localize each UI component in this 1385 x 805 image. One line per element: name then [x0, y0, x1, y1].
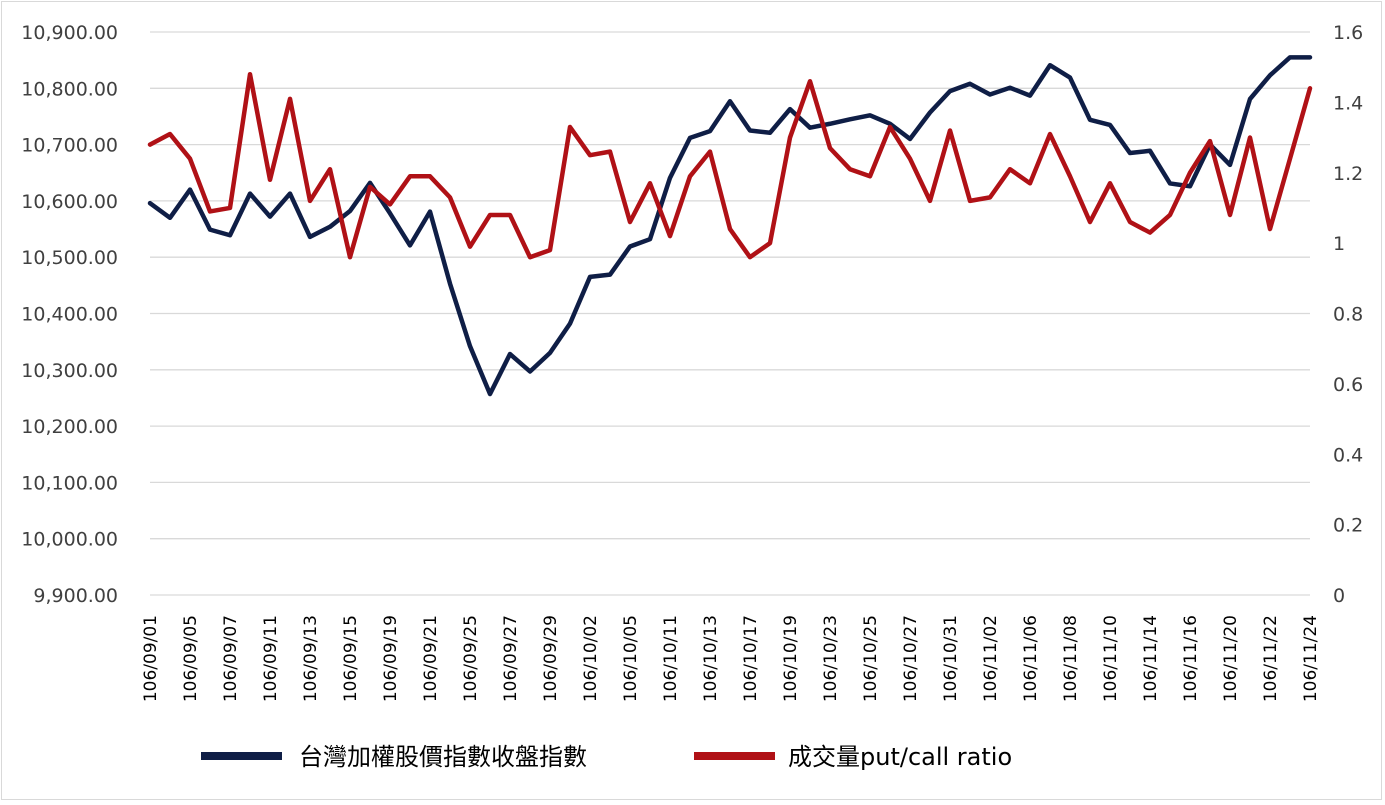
x-axis: 106/09/01 106/09/05 106/09/07 106/09/11 106/…: [141, 615, 1321, 702]
right-tick-label: 1: [1333, 233, 1345, 255]
legend: 台灣加權股價指數收盤指數 成交量put/call ratio: [201, 743, 1012, 771]
x-tick-label: 106/10/13: [701, 615, 721, 702]
x-tick-label: 106/09/15: [341, 615, 361, 702]
x-tick-label: 106/09/25: [461, 615, 481, 702]
x-tick-label: 106/09/29: [541, 615, 561, 702]
x-tick-label: 106/11/22: [1261, 615, 1281, 702]
left-tick-label: 10,200.00: [21, 416, 118, 438]
x-tick-label: 106/11/20: [1221, 615, 1241, 702]
legend-item-put-call-ratio: 成交量put/call ratio: [694, 743, 1012, 771]
series-line-put-call-ratio: [147, 71, 1313, 260]
x-tick-label: 106/09/01: [141, 615, 161, 702]
left-tick-label: 10,100.00: [21, 472, 118, 494]
right-tick-label: 0: [1333, 585, 1345, 607]
x-tick-label: 106/11/06: [1021, 615, 1041, 702]
x-tick-label: 106/09/05: [181, 615, 201, 702]
legend-label-index: 台灣加權股價指數收盤指數: [299, 743, 587, 771]
x-tick-label: 106/10/27: [901, 615, 921, 702]
legend-label-put-call-ratio: 成交量put/call ratio: [788, 743, 1012, 771]
x-tick-label: 106/10/31: [941, 615, 961, 702]
left-tick-label: 10,600.00: [21, 191, 118, 213]
right-tick-label: 1.4: [1333, 92, 1363, 114]
left-y-axis: 9,900.00 10,000.00 10,100.00 10,200.00 10,30…: [21, 22, 118, 607]
left-tick-label: 10,000.00: [21, 529, 118, 551]
right-tick-label: 0.4: [1333, 444, 1363, 466]
x-tick-label: 106/09/07: [221, 615, 241, 702]
x-tick-label: 106/10/02: [581, 615, 601, 702]
x-tick-label: 106/09/11: [261, 615, 281, 702]
right-tick-label: 0.6: [1333, 374, 1363, 396]
x-tick-label: 106/10/19: [781, 615, 801, 702]
left-tick-label: 10,700.00: [21, 135, 118, 157]
x-tick-label: 106/09/13: [301, 615, 321, 702]
x-tick-label: 106/09/19: [381, 615, 401, 702]
series-lines: [147, 55, 1313, 397]
series-line-index: [147, 55, 1313, 397]
left-tick-label: 9,900.00: [33, 585, 118, 607]
left-tick-label: 10,800.00: [21, 78, 118, 100]
right-tick-label: 1.2: [1333, 163, 1363, 185]
left-tick-label: 10,400.00: [21, 304, 118, 326]
x-tick-label: 106/11/16: [1181, 615, 1201, 702]
x-tick-label: 106/11/08: [1061, 615, 1081, 702]
x-tick-label: 106/11/14: [1141, 615, 1161, 702]
x-tick-label: 106/10/05: [621, 615, 641, 702]
left-tick-label: 10,900.00: [21, 22, 118, 44]
right-y-axis: 0 0.2 0.4 0.6 0.8 1 1.2 1.4 1.6: [1333, 22, 1363, 607]
x-tick-label: 106/11/24: [1301, 615, 1321, 702]
left-tick-label: 10,300.00: [21, 360, 118, 382]
x-tick-label: 106/09/21: [421, 615, 441, 702]
x-tick-label: 106/09/27: [501, 615, 521, 702]
legend-item-index: 台灣加權股價指數收盤指數: [201, 743, 587, 771]
x-tick-label: 106/11/02: [981, 615, 1001, 702]
x-tick-label: 106/10/23: [821, 615, 841, 702]
right-tick-label: 0.2: [1333, 515, 1363, 537]
x-tick-label: 106/10/25: [861, 615, 881, 702]
gridlines: [150, 31, 1310, 596]
x-tick-label: 106/10/17: [741, 615, 761, 702]
x-tick-label: 106/11/10: [1101, 615, 1121, 702]
x-tick-label: 106/10/11: [661, 615, 681, 702]
right-tick-label: 1.6: [1333, 22, 1363, 44]
left-tick-label: 10,500.00: [21, 247, 118, 269]
right-tick-label: 0.8: [1333, 304, 1363, 326]
